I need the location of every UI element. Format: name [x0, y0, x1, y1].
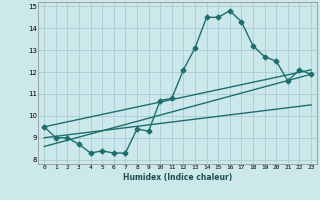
X-axis label: Humidex (Indice chaleur): Humidex (Indice chaleur): [123, 173, 232, 182]
